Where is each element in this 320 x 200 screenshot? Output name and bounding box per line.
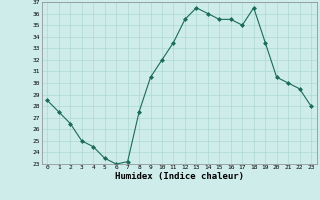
X-axis label: Humidex (Indice chaleur): Humidex (Indice chaleur) <box>115 172 244 181</box>
